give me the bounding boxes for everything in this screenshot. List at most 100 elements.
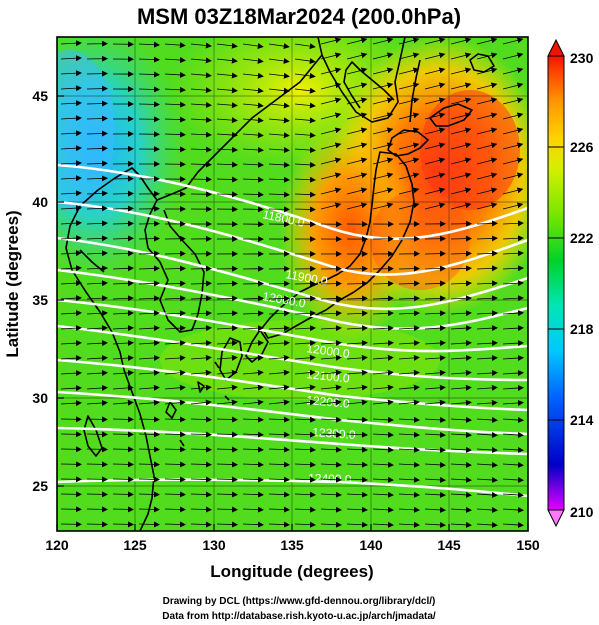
wind-arrow [346, 187, 368, 195]
wind-arrow [216, 354, 238, 361]
wind-arrow [164, 461, 186, 468]
wind-arrow [268, 132, 290, 139]
wind-arrow [164, 446, 186, 453]
wind-arrow [294, 325, 316, 332]
wind-arrow [86, 295, 108, 302]
wind-arrow [476, 521, 498, 528]
wind-arrow [398, 399, 420, 406]
wind-arrow [476, 369, 498, 376]
wind-arrow [216, 176, 238, 183]
wind-arrow [268, 147, 290, 154]
wind-arrow [502, 476, 524, 483]
wind-arrow [398, 280, 420, 287]
wind-arrow [450, 157, 472, 165]
wind-arrow [320, 127, 342, 135]
wind-arrow [502, 82, 524, 90]
wind-arrow [190, 295, 212, 302]
wind-arrow [346, 157, 368, 165]
wind-arrow [242, 72, 264, 79]
wind-arrow [86, 250, 108, 257]
wind-arrow [398, 112, 420, 120]
wind-arrow [320, 416, 342, 423]
wind-arrow [294, 354, 316, 361]
wind-arrow [216, 102, 238, 109]
wind-arrow [86, 280, 108, 287]
wind-arrow [242, 431, 264, 438]
wind-arrow [86, 130, 108, 137]
wind-arrow [372, 491, 394, 498]
wind-arrow [268, 57, 290, 64]
wind-arrow [320, 142, 342, 150]
wind-arrow [294, 369, 316, 376]
wind-arrow [398, 67, 420, 75]
wind-arrow [476, 265, 498, 272]
wind-arrow [164, 250, 186, 257]
wind-arrow [372, 127, 394, 135]
wind-arrow [60, 325, 82, 332]
wind-arrow [398, 340, 420, 347]
wind-arrow [216, 280, 238, 287]
wind-arrow [190, 521, 212, 528]
wind-arrow [164, 399, 186, 406]
wind-arrow [424, 354, 446, 361]
wind-arrow [476, 431, 498, 438]
wind-arrow [60, 130, 82, 137]
wind-arrow [216, 325, 238, 332]
wind-arrow [424, 250, 446, 257]
wind-arrow [346, 384, 368, 391]
wind-arrow [502, 97, 524, 105]
wind-arrow [294, 310, 316, 317]
wind-arrow [138, 369, 160, 376]
wind-arrow [242, 87, 264, 94]
wind-arrow [60, 145, 82, 152]
wind-arrow [268, 310, 290, 317]
wind-arrow [502, 280, 524, 287]
wind-arrow [190, 506, 212, 513]
wind-arrow [112, 491, 134, 498]
wind-arrow [268, 354, 290, 361]
wind-arrow [268, 369, 290, 376]
wind-arrow [502, 220, 524, 227]
wind-arrow [294, 384, 316, 391]
wind-arrow [216, 161, 238, 168]
wind-arrow [268, 191, 290, 198]
wind-arrow [320, 280, 342, 287]
wind-arrow [476, 340, 498, 347]
wind-arrow [320, 491, 342, 498]
wind-arrow [216, 310, 238, 317]
credit-drawing: Drawing by DCL (https://www.gfd-dennou.o… [163, 596, 436, 607]
wind-arrow [372, 446, 394, 453]
wind-arrow [242, 506, 264, 513]
wind-arrow [268, 176, 290, 183]
wind-arrow [476, 187, 498, 195]
wind-arrow [450, 97, 472, 105]
wind-arrow [268, 102, 290, 109]
wind-arrow [502, 355, 524, 362]
wind-arrow [294, 147, 316, 154]
wind-arrow [372, 157, 394, 165]
wind-arrow [138, 476, 160, 483]
wind-arrow [398, 127, 420, 135]
wind-arrow [242, 310, 264, 317]
wind-arrow [268, 87, 290, 94]
y-tick-label: 40 [32, 194, 48, 210]
wind-arrow [346, 52, 368, 60]
wind-arrow [138, 431, 160, 438]
wind-arrow [268, 295, 290, 302]
wind-arrow [450, 295, 472, 302]
wind-arrow [242, 491, 264, 498]
wind-arrow [398, 461, 420, 468]
wind-arrow [346, 82, 368, 90]
wind-arrow [294, 206, 316, 213]
wind-arrow [216, 521, 238, 528]
wind-arrow [424, 37, 446, 45]
wind-arrow [138, 399, 160, 406]
wind-arrow [424, 187, 446, 195]
wind-arrow [112, 461, 134, 468]
x-tick-label: 125 [123, 537, 147, 553]
wind-arrow [398, 157, 420, 165]
wind-arrow [320, 369, 342, 376]
wind-arrow [60, 400, 82, 407]
colorbar-tick-label: 214 [570, 412, 594, 428]
wind-arrow [346, 506, 368, 513]
